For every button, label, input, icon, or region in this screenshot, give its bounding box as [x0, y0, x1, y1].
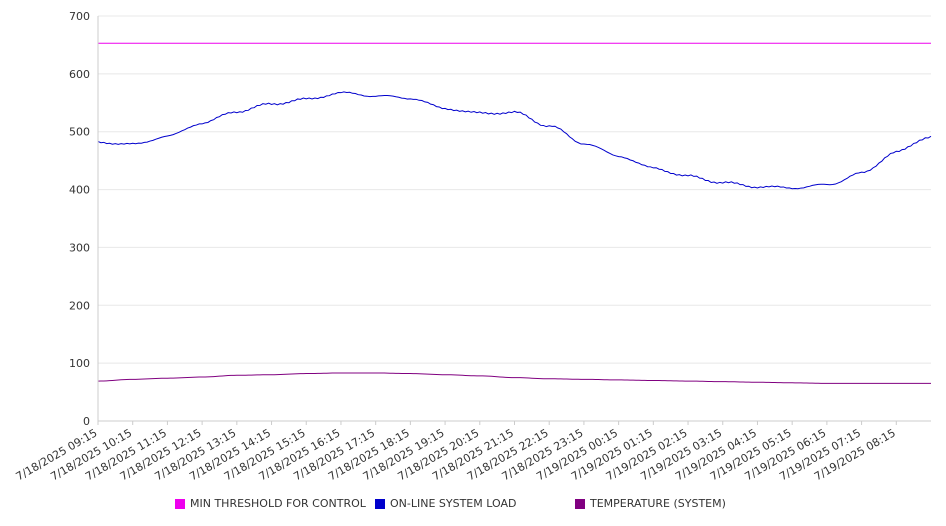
x-axis-tick-labels: 7/18/2025 09:157/18/2025 10:157/18/2025 … — [14, 421, 898, 483]
legend-item-min-threshold[interactable]: MIN THRESHOLD FOR CONTROL — [175, 497, 366, 510]
y-tick-label: 0 — [83, 415, 90, 428]
legend-label-system-load: ON-LINE SYSTEM LOAD — [390, 497, 517, 510]
series-lines — [97, 42, 932, 384]
y-tick-label: 700 — [69, 10, 90, 23]
y-tick-label: 300 — [69, 241, 90, 254]
legend-label-min-threshold: MIN THRESHOLD FOR CONTROL — [190, 497, 366, 510]
legend-label-temperature: TEMPERATURE (SYSTEM) — [590, 497, 726, 510]
grid-lines — [98, 15, 931, 422]
y-tick-label: 600 — [69, 68, 90, 81]
series-line-on-line-system-load — [97, 91, 932, 190]
series-line-temperature-system — [97, 372, 931, 384]
y-axis-tick-labels: 0 100 200 300 400 500 600 700 — [69, 10, 90, 428]
legend-swatch-system-load — [375, 498, 385, 509]
legend-swatch-min-threshold — [175, 498, 185, 509]
legend: MIN THRESHOLD FOR CONTROL ON-LINE SYSTEM… — [0, 497, 946, 515]
y-tick-label: 200 — [69, 299, 90, 312]
y-tick-label: 400 — [69, 184, 90, 197]
y-tick-label: 100 — [69, 357, 90, 370]
legend-swatch-temperature — [575, 498, 585, 509]
y-tick-label: 500 — [69, 126, 90, 139]
legend-item-temperature[interactable]: TEMPERATURE (SYSTEM) — [575, 497, 726, 510]
legend-item-system-load[interactable]: ON-LINE SYSTEM LOAD — [375, 497, 516, 510]
